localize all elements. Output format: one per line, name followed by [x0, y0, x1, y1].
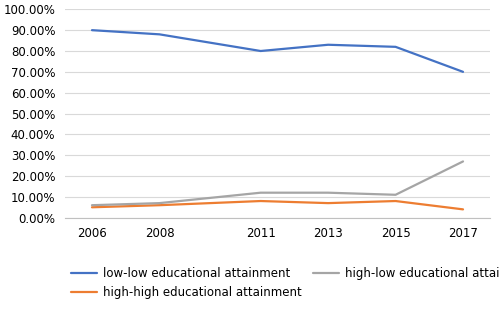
- Line: high-low educational attainment: high-low educational attainment: [92, 161, 463, 205]
- high-low educational attainment: [156, 201, 162, 205]
- high-high educational attainment: [156, 203, 162, 207]
- high-low educational attainment: [325, 191, 331, 195]
- Line: low-low educational attainment: low-low educational attainment: [92, 30, 463, 72]
- high-low educational attainment: [392, 193, 398, 197]
- high-high educational attainment: [89, 205, 95, 209]
- high-low educational attainment: [89, 203, 95, 207]
- Line: high-high educational attainment: high-high educational attainment: [92, 201, 463, 209]
- high-low educational attainment: [258, 191, 264, 195]
- low-low educational attainment: [392, 45, 398, 49]
- low-low educational attainment: [258, 49, 264, 53]
- high-high educational attainment: [258, 199, 264, 203]
- Legend: low-low educational attainment, high-high educational attainment, high-low educa: low-low educational attainment, high-hig…: [71, 267, 500, 299]
- high-high educational attainment: [460, 207, 466, 211]
- high-high educational attainment: [325, 201, 331, 205]
- low-low educational attainment: [89, 28, 95, 32]
- low-low educational attainment: [325, 43, 331, 47]
- low-low educational attainment: [460, 70, 466, 74]
- high-low educational attainment: [460, 160, 466, 163]
- low-low educational attainment: [156, 32, 162, 36]
- high-high educational attainment: [392, 199, 398, 203]
